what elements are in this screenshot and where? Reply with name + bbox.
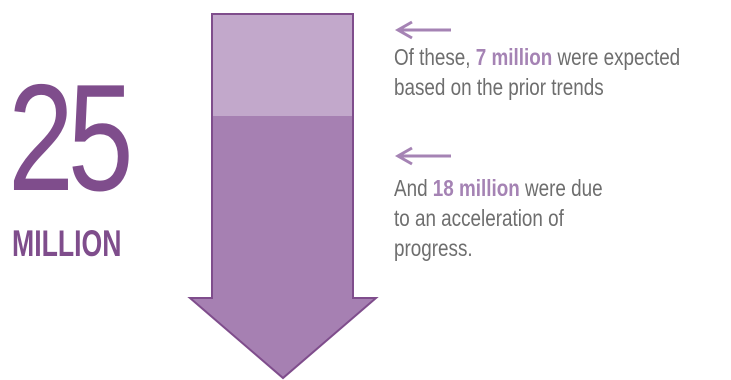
annotation-expected: Of these, 7 million were expected based … <box>394 42 680 102</box>
pointer-acceleration-head <box>394 146 413 166</box>
annotation-acceleration-value: 18 million <box>432 175 520 201</box>
annotation-expected-prefix: Of these, <box>394 44 476 70</box>
annotation-expected-suffix: were expected <box>552 44 681 70</box>
headline-number: 25 <box>8 53 134 223</box>
annotation-acceleration: And 18 million were due to an accelerati… <box>394 173 603 263</box>
segment-acceleration <box>190 115 376 379</box>
annotation-acceleration-line3: progress. <box>394 235 473 261</box>
arrow-outline <box>187 13 379 380</box>
annotation-acceleration-suffix: were due <box>519 175 603 201</box>
annotation-acceleration-line2: to an acceleration of <box>394 205 564 231</box>
annotation-acceleration-prefix: And <box>394 175 433 201</box>
headline-unit: MILLION <box>12 223 122 264</box>
annotation-expected-value: 7 million <box>475 44 553 70</box>
pointer-expected-head <box>394 20 413 40</box>
segment-expected <box>212 14 353 116</box>
annotation-expected-line2: based on the prior trends <box>394 74 604 100</box>
